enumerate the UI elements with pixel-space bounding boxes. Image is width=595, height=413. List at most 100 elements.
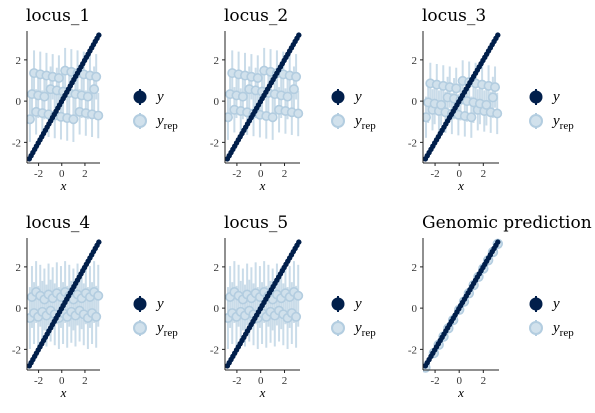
y-point xyxy=(96,239,102,245)
yrep-point xyxy=(53,73,64,84)
yrep-point xyxy=(282,91,293,102)
panel-2: locus_2 -2 0 2 -2 0 2 x y yrep xyxy=(210,6,376,193)
x-tick-label: 0 xyxy=(456,375,462,387)
y-tick-label: 2 xyxy=(214,55,220,67)
marks xyxy=(27,239,104,369)
marks xyxy=(225,239,304,369)
legend-yrep-subscript: rep xyxy=(560,327,575,339)
panel-title: locus_4 xyxy=(26,213,90,233)
y-tick-label: 2 xyxy=(412,262,418,274)
legend: y yrep xyxy=(133,296,179,339)
marks xyxy=(27,32,104,162)
y-tick-label: 0 xyxy=(412,96,418,108)
legend-y-label: y xyxy=(155,296,164,312)
y-tick-label: 0 xyxy=(412,303,418,315)
legend-y-label: y xyxy=(353,89,362,105)
legend-y-key xyxy=(331,90,345,104)
x-tick-label: 0 xyxy=(258,168,264,180)
legend-y-label: y xyxy=(551,296,560,312)
x-axis-label: x xyxy=(60,385,67,400)
yrep-point xyxy=(267,112,278,123)
yrep-point xyxy=(490,82,501,93)
y-point xyxy=(296,32,302,38)
legend-yrep-subscript: rep xyxy=(164,120,179,132)
marks xyxy=(423,32,503,162)
panel-title: Genomic prediction xyxy=(422,213,592,233)
legend-yrep-label: yrep xyxy=(551,113,574,132)
panel-6: Genomic prediction -2 0 2 -2 0 2 x y yrep xyxy=(408,213,592,400)
y-tick-label: 2 xyxy=(16,55,22,67)
legend-yrep-subscript: rep xyxy=(164,327,179,339)
panel-3: locus_3 -2 0 2 -2 0 2 x y yrep xyxy=(408,6,574,193)
legend-y-label: y xyxy=(155,89,164,105)
y-tick-label: 2 xyxy=(16,262,22,274)
legend-yrep-label: yrep xyxy=(353,113,376,132)
legend-y-label: y xyxy=(353,296,362,312)
legend: y yrep xyxy=(331,296,376,339)
x-tick-label: 0 xyxy=(59,168,65,180)
x-axis-label: x xyxy=(457,178,464,193)
legend: y yrep xyxy=(331,89,376,132)
yrep-point xyxy=(436,99,447,110)
legend: y yrep xyxy=(529,89,574,132)
y-point xyxy=(96,32,102,38)
x-tick-label: 2 xyxy=(481,375,487,387)
yrep-point xyxy=(288,84,299,95)
y-tick-label: 2 xyxy=(214,262,220,274)
legend-yrep-subscript: rep xyxy=(362,120,377,132)
x-tick-label: -2 xyxy=(232,168,241,180)
yrep-point xyxy=(451,83,462,94)
yrep-point xyxy=(82,91,93,102)
legend-yrep-subscript: rep xyxy=(362,327,377,339)
yrep-point xyxy=(423,112,432,123)
y-point xyxy=(495,239,501,245)
legend-yrep-key xyxy=(529,114,543,128)
legend-y-key xyxy=(133,90,147,104)
legend: y yrep xyxy=(529,296,575,339)
x-tick-label: 2 xyxy=(82,168,88,180)
x-axis-label: x xyxy=(457,385,464,400)
x-axis-label: x xyxy=(259,178,266,193)
y-tick-label: 0 xyxy=(16,303,22,315)
panel-1: locus_1 -2 0 2 -2 0 2 x y yrep xyxy=(12,6,178,193)
y-point xyxy=(296,239,302,245)
yrep-point xyxy=(27,114,35,125)
x-tick-label: -2 xyxy=(232,375,241,387)
y-tick-label: 0 xyxy=(214,303,220,315)
panel-title: locus_5 xyxy=(224,213,288,233)
x-tick-label: -2 xyxy=(34,168,43,180)
panel-4: locus_4 -2 0 2 -2 0 2 x y yrep xyxy=(12,213,178,400)
yrep-point xyxy=(93,110,104,121)
legend-y-key xyxy=(331,297,345,311)
yrep-point xyxy=(487,92,498,103)
yrep-point xyxy=(93,290,104,301)
legend-yrep-key xyxy=(133,321,147,335)
yrep-point xyxy=(291,311,302,322)
panel-title: locus_3 xyxy=(422,6,486,26)
x-axis-label: x xyxy=(259,385,266,400)
legend-yrep-label: yrep xyxy=(155,113,178,132)
panel-title: locus_2 xyxy=(224,6,288,26)
x-tick-label: 0 xyxy=(456,168,462,180)
y-tick-label: -2 xyxy=(12,344,21,356)
yrep-point xyxy=(293,290,304,301)
legend-yrep-key xyxy=(133,114,147,128)
x-tick-label: -2 xyxy=(34,375,43,387)
legend-yrep-key xyxy=(331,321,345,335)
yrep-point xyxy=(466,112,477,123)
yrep-point xyxy=(237,91,248,102)
yrep-point xyxy=(492,108,503,119)
yrep-point xyxy=(293,108,304,119)
x-tick-label: 2 xyxy=(282,375,288,387)
yrep-point xyxy=(89,84,100,95)
y-tick-label: -2 xyxy=(12,137,21,149)
y-point xyxy=(495,32,501,38)
legend-yrep-label: yrep xyxy=(353,320,376,339)
legend: y yrep xyxy=(133,89,178,132)
x-tick-label: 2 xyxy=(82,375,88,387)
yrep-point xyxy=(91,71,102,82)
yrep-point xyxy=(68,114,79,125)
legend-y-key xyxy=(133,297,147,311)
yrep-point xyxy=(91,311,102,322)
